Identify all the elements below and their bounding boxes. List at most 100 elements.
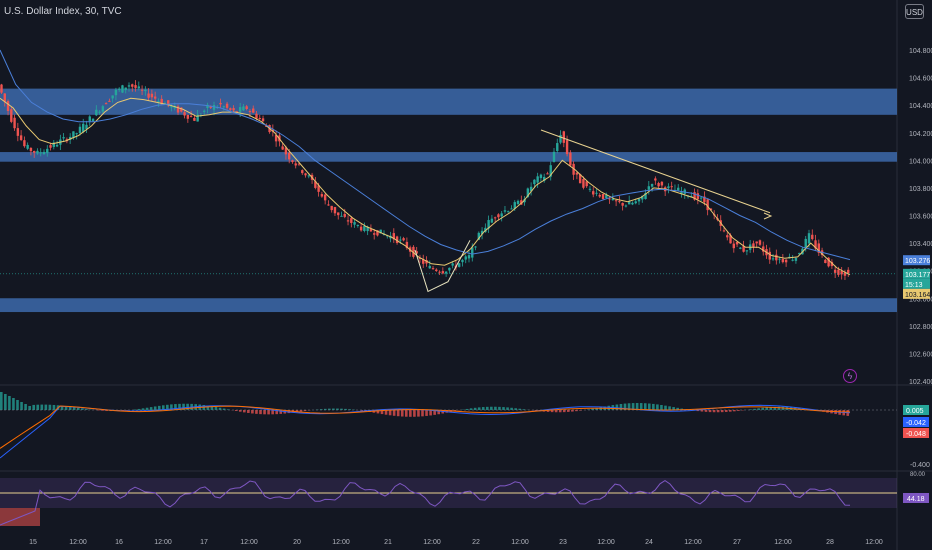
macd-bar [396, 410, 400, 417]
rsi-line [0, 480, 851, 526]
macd-bar [587, 409, 590, 410]
macd-bar [494, 406, 497, 410]
candle-body [670, 186, 673, 188]
candle-body [379, 229, 382, 234]
candle-body [346, 220, 350, 222]
candle-body [206, 104, 209, 109]
macd-bar [206, 405, 210, 410]
candle-body [75, 133, 78, 135]
macd-badge: -0.042 [906, 420, 926, 427]
candle-body [585, 181, 588, 187]
time-tick-label: 12:00 [332, 539, 350, 546]
macd-bar [214, 406, 218, 410]
macd-bar [299, 410, 303, 412]
time-tick-label: 12:00 [865, 539, 883, 546]
candle-body [539, 174, 543, 179]
candle-body [418, 257, 422, 259]
candle-body [376, 230, 379, 236]
currency-button[interactable]: USD [905, 4, 924, 19]
candle-body [457, 263, 461, 267]
macd-bar [8, 396, 11, 410]
time-tick-label: 15 [29, 539, 37, 546]
macd-bar [105, 410, 108, 411]
price-tick-label: 103.000 [909, 296, 932, 303]
chart-title: U.S. Dollar Index, 30, TVC [4, 6, 122, 17]
macd-bar [12, 398, 15, 410]
countdown-badge: 15:13 [905, 282, 923, 289]
candle-body [117, 88, 121, 90]
candle-body [405, 241, 409, 248]
countdown-badge-bg [903, 278, 930, 289]
candle-body [484, 227, 487, 233]
candle-body [291, 160, 294, 163]
macd-bar [72, 407, 76, 410]
candle-body [399, 239, 402, 241]
macd-bar [720, 410, 724, 413]
macd-bar [534, 410, 538, 411]
candle-body [108, 100, 111, 102]
candle-body [592, 191, 595, 195]
candle-body [520, 200, 523, 205]
candle-body [225, 103, 229, 108]
candle-body [762, 246, 765, 252]
macd-bar [40, 404, 44, 410]
macd-bar [514, 408, 517, 410]
time-tick-label: 12:00 [774, 539, 792, 546]
macd-bar [149, 407, 153, 410]
macd-bar [737, 410, 740, 411]
macd-bar [162, 405, 165, 410]
macd-bar [571, 410, 574, 412]
candle-body [837, 269, 840, 275]
candle-body [36, 150, 39, 154]
macd-tick-label: -0.400 [910, 462, 930, 469]
candle-body [85, 124, 88, 130]
macd-bar [24, 404, 27, 410]
candle-body [29, 147, 33, 152]
candle-body [559, 134, 562, 143]
candle-body [202, 110, 206, 112]
price-tick-label: 104.600 [909, 76, 932, 83]
candle-body [588, 188, 592, 190]
candle-body [415, 251, 418, 254]
zigzag-path [414, 240, 471, 293]
candle-body [771, 258, 775, 260]
candle-body [13, 117, 16, 129]
time-tick-label: 12:00 [154, 539, 172, 546]
macd-bar [757, 408, 760, 410]
time-tick-label: 21 [384, 539, 392, 546]
candle-body [72, 131, 75, 138]
macd-bar [643, 403, 647, 410]
candle-body [493, 217, 497, 219]
macd-bar [4, 394, 7, 410]
ma-fast-badge-bg [903, 255, 930, 266]
candle-body [78, 126, 82, 134]
macd-bar [222, 408, 226, 410]
candle-body [438, 271, 441, 273]
candle-body [624, 205, 628, 207]
macd-bar [319, 409, 323, 410]
lightning-icon[interactable]: ϟ [843, 369, 857, 383]
candle-body [104, 103, 108, 105]
time-tick-label: 23 [559, 539, 567, 546]
macd-bar [344, 408, 347, 410]
time-tick-label: 28 [826, 539, 834, 546]
candle-body [605, 195, 608, 199]
candle-body [699, 197, 703, 199]
candle-body [824, 259, 827, 264]
macd-bar [28, 406, 31, 410]
candle-body [431, 268, 435, 270]
price-tick-label: 104.200 [909, 131, 932, 138]
price-tick-label: 104.400 [909, 103, 932, 110]
candle-body [167, 100, 170, 106]
macd-bar [360, 410, 364, 411]
candle-body [546, 173, 549, 175]
candle-body [317, 185, 320, 192]
trendline-arrow [763, 212, 773, 220]
candle-body [804, 238, 807, 249]
macd-bar [749, 409, 752, 410]
macd-bar [773, 406, 777, 410]
macd-bar [724, 410, 728, 412]
macd-bar [696, 410, 700, 412]
